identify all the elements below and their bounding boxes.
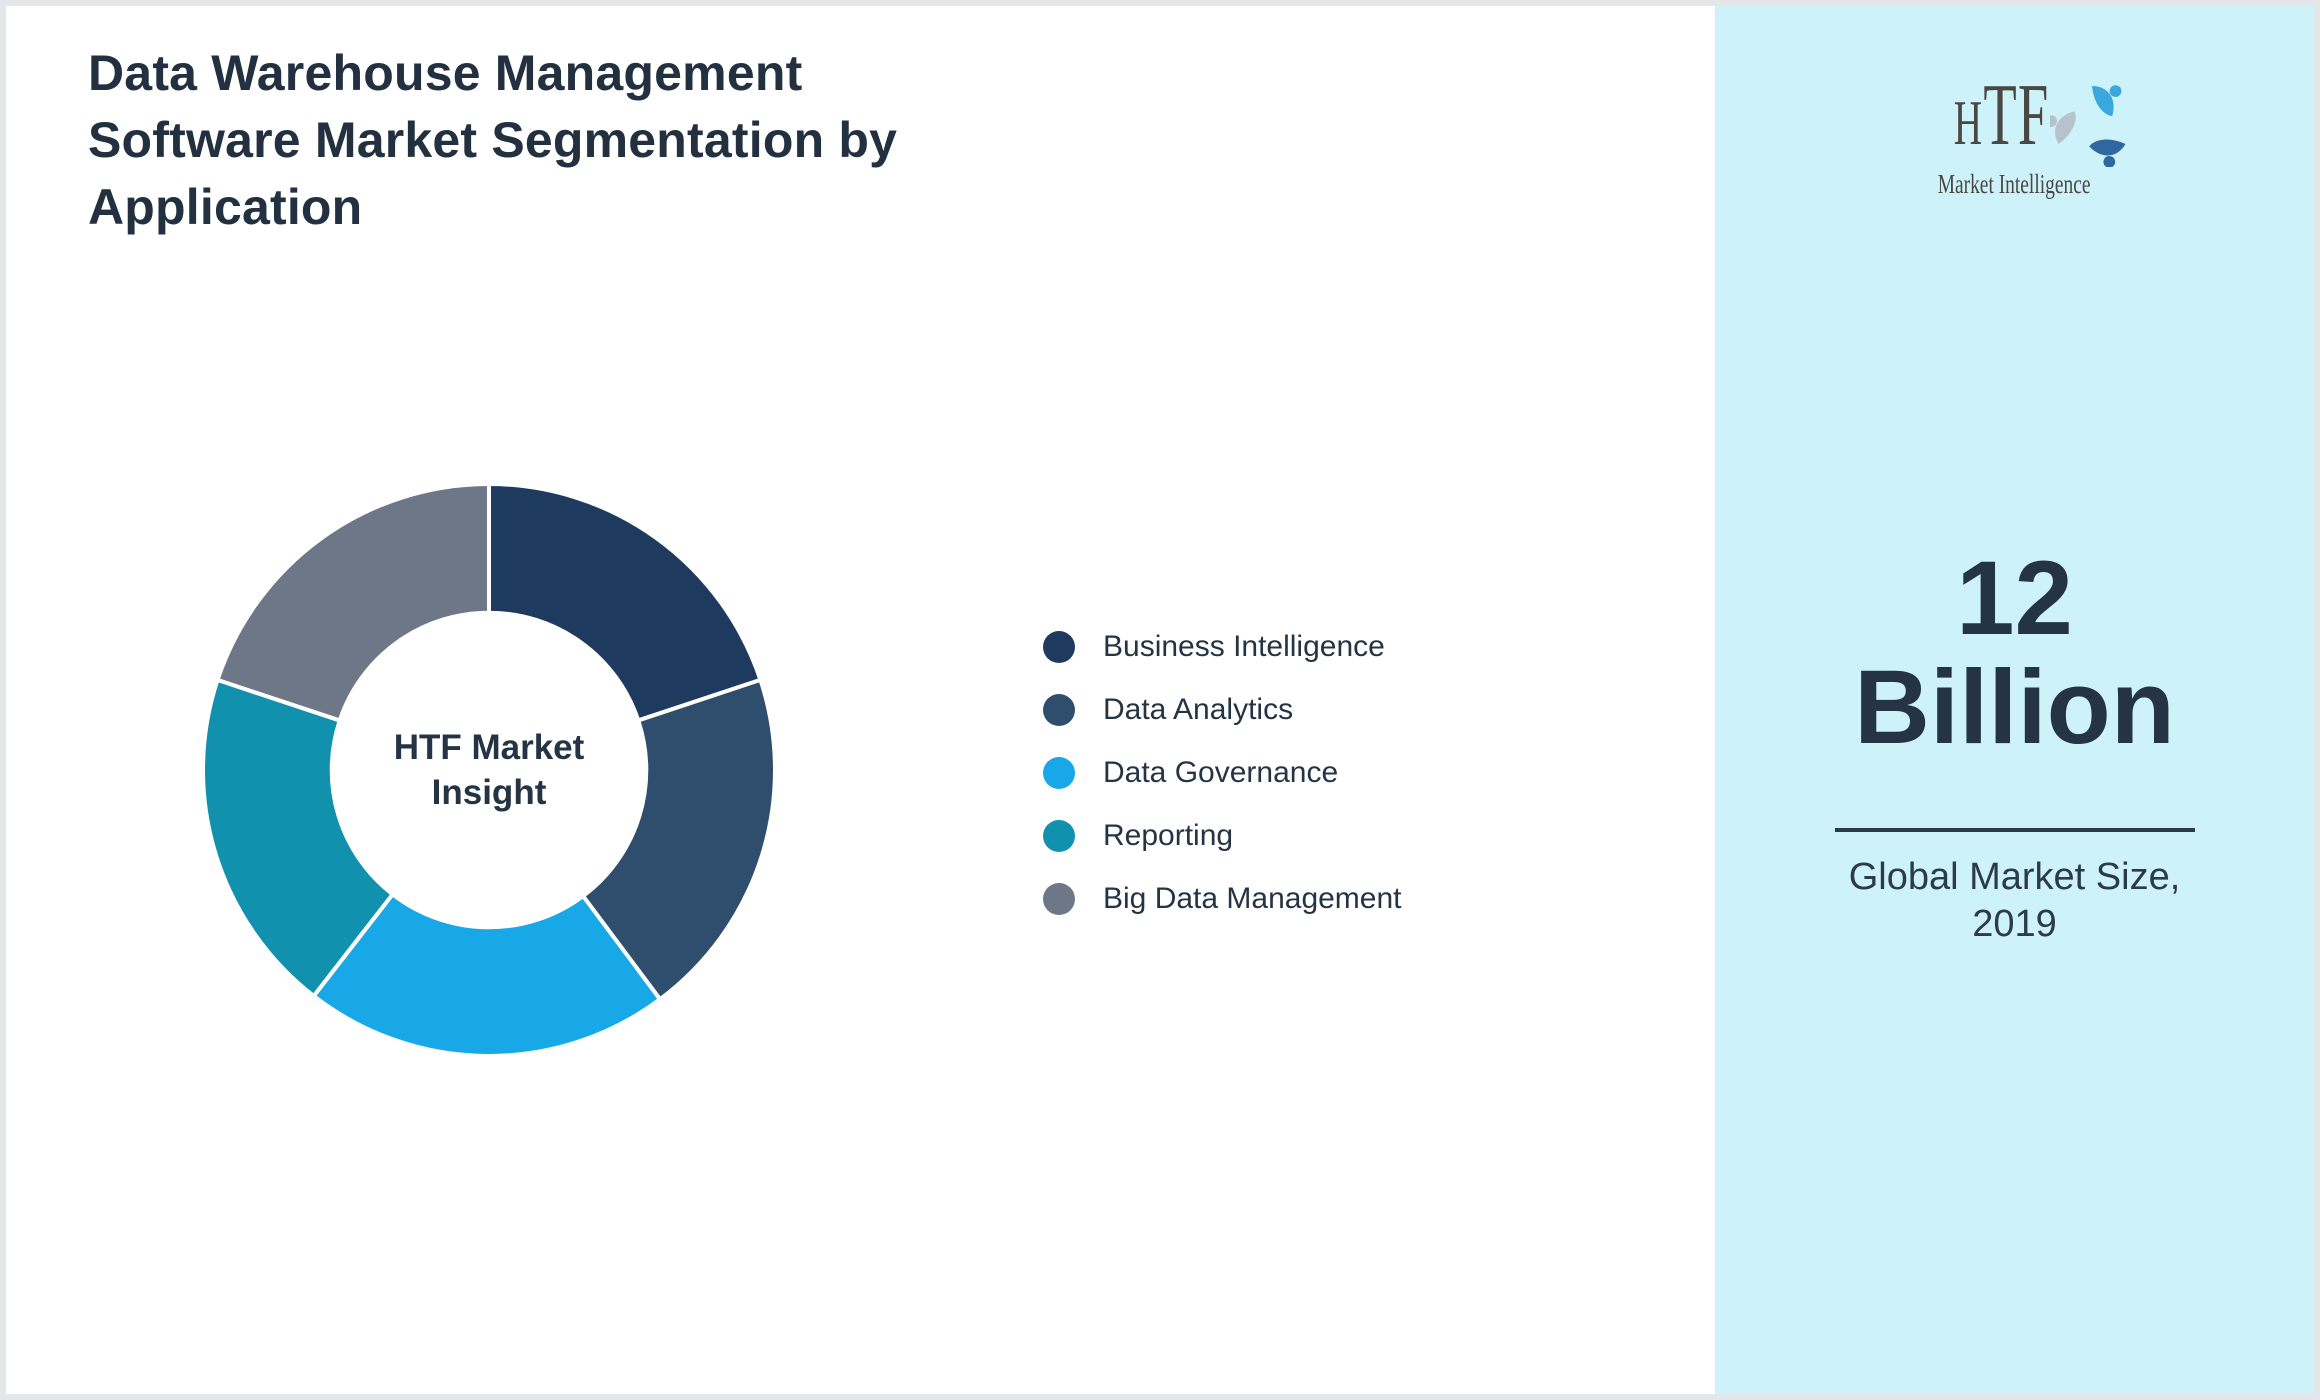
brand-logo-subtitle: Market Intelligence — [1938, 169, 2091, 199]
legend-item-big-data-management: Big Data Management — [1043, 867, 1402, 930]
donut-center-label-line-1: HTF Market — [393, 728, 585, 767]
donut-segment-data-analytics — [581, 677, 777, 1002]
legend-item-data-analytics: Data Analytics — [1043, 678, 1402, 741]
market-size-caption-line-2: 2019 — [1972, 903, 2057, 945]
legend-label-business-intelligence: Business Intelligence — [1103, 629, 1385, 663]
sidebar: HTF — [1715, 6, 2314, 1394]
legend-swatch-reporting — [1043, 819, 1075, 852]
legend-swatch-business-intelligence — [1043, 630, 1075, 663]
brand-logo: HTF — [1715, 72, 2314, 199]
sidebar-divider — [1834, 828, 2195, 832]
page-title-line-2: Software Market Segmentation by — [88, 112, 898, 168]
donut-center-label-line-2: Insight — [431, 773, 547, 812]
legend-label-data-governance: Data Governance — [1103, 755, 1339, 789]
donut-segment-business-intelligence — [487, 482, 763, 723]
legend-item-reporting: Reporting — [1043, 804, 1402, 867]
legend-swatch-data-governance — [1043, 756, 1075, 789]
legend-label-reporting: Reporting — [1103, 818, 1234, 852]
market-size-caption: Global Market Size, 2019 — [1715, 854, 2314, 948]
chart-legend: Business Intelligence Data Analytics Data … — [1043, 615, 1402, 930]
legend-label-big-data-management: Big Data Management — [1103, 881, 1402, 915]
legend-item-business-intelligence: Business Intelligence — [1043, 615, 1402, 678]
donut-segment-reporting — [201, 677, 395, 998]
market-size-value-line-1: 12 — [1956, 540, 2073, 657]
htf-wordmark: HTF — [1953, 67, 2050, 164]
donut-center-label: HTF Market Insight — [324, 725, 654, 815]
donut-chart — [195, 476, 783, 1064]
market-size-caption-line-1: Global Market Size, — [1848, 856, 2181, 898]
logo-swirl-icon — [2049, 85, 2126, 167]
legend-label-data-analytics: Data Analytics — [1103, 692, 1294, 726]
market-size-value: 12 Billion — [1715, 544, 2314, 762]
legend-swatch-big-data-management — [1043, 882, 1075, 915]
page-title-line-3: Application — [88, 179, 363, 235]
market-size-value-line-2: Billion — [1854, 649, 2175, 766]
page-title-line-1: Data Warehouse Management — [88, 45, 803, 101]
donut-chart-svg — [201, 482, 777, 1058]
brand-logo-row: HTF — [1895, 72, 2133, 167]
donut-segment-big-data-management — [215, 482, 491, 723]
legend-swatch-data-analytics — [1043, 693, 1075, 726]
legend-item-data-governance: Data Governance — [1043, 741, 1402, 804]
donut-segment-data-governance — [311, 892, 662, 1058]
page-title: Data Warehouse Management Software Marke… — [88, 40, 897, 241]
